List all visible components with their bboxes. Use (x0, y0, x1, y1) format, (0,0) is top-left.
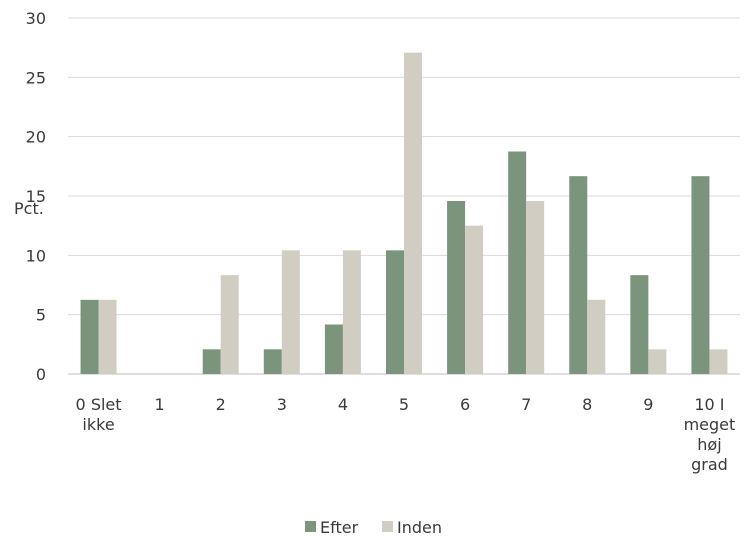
bar-inden (404, 52, 422, 374)
bar-efter (202, 349, 221, 374)
bar-inden (648, 349, 667, 374)
x-tick-label: 1 (155, 395, 165, 414)
x-tick-label: 2 (216, 395, 226, 414)
x-tick-label: 7 (521, 395, 531, 414)
bar-efter (80, 299, 99, 374)
y-tick-label: 30 (26, 9, 46, 28)
bar-inden (709, 349, 728, 374)
legend-swatch-inden (382, 521, 393, 532)
bar-efter (386, 250, 404, 374)
x-tick-label: 0 Slet (76, 395, 122, 414)
x-tick-label: 10 I (694, 395, 724, 414)
x-tick-label: grad (691, 455, 728, 474)
legend: Efter Inden (305, 518, 442, 537)
x-tick-label: 5 (399, 395, 409, 414)
bar-inden (220, 275, 239, 374)
x-tick-label: høj (697, 435, 721, 454)
bar-inden (465, 225, 484, 374)
y-tick-label: 15 (26, 187, 46, 206)
x-tick-label: 9 (643, 395, 653, 414)
x-tick-label: 6 (460, 395, 470, 414)
bar-efter (569, 176, 588, 374)
y-tick-label: 25 (26, 68, 46, 87)
bar-inden (587, 299, 606, 374)
y-axis-label: Pct. (14, 199, 44, 218)
bar-efter (263, 349, 282, 374)
x-tick-label: 4 (338, 395, 348, 414)
x-tick-label: 3 (277, 395, 287, 414)
legend-label-inden: Inden (397, 518, 442, 537)
bar-inden (281, 250, 300, 374)
bar-inden (342, 250, 361, 374)
bar-efter (691, 176, 710, 374)
x-tick-label: ikke (82, 415, 114, 434)
y-tick-label: 20 (26, 128, 46, 147)
x-tick-label: 8 (582, 395, 592, 414)
legend-label-efter: Efter (320, 518, 359, 537)
bar-inden (98, 299, 117, 374)
bar-inden (526, 200, 545, 374)
bars (80, 52, 728, 374)
y-tick-label: 0 (36, 365, 46, 384)
y-tick-label: 5 (36, 306, 46, 325)
legend-swatch-efter (305, 521, 316, 532)
x-tick-label: meget (684, 415, 736, 434)
bar-efter (508, 151, 527, 374)
bar-efter (324, 324, 343, 374)
bar-efter (630, 275, 649, 374)
y-axis-ticks: 0 5 10 15 20 25 30 (26, 9, 46, 384)
y-tick-label: 10 (26, 246, 46, 265)
bar-efter (447, 200, 466, 374)
